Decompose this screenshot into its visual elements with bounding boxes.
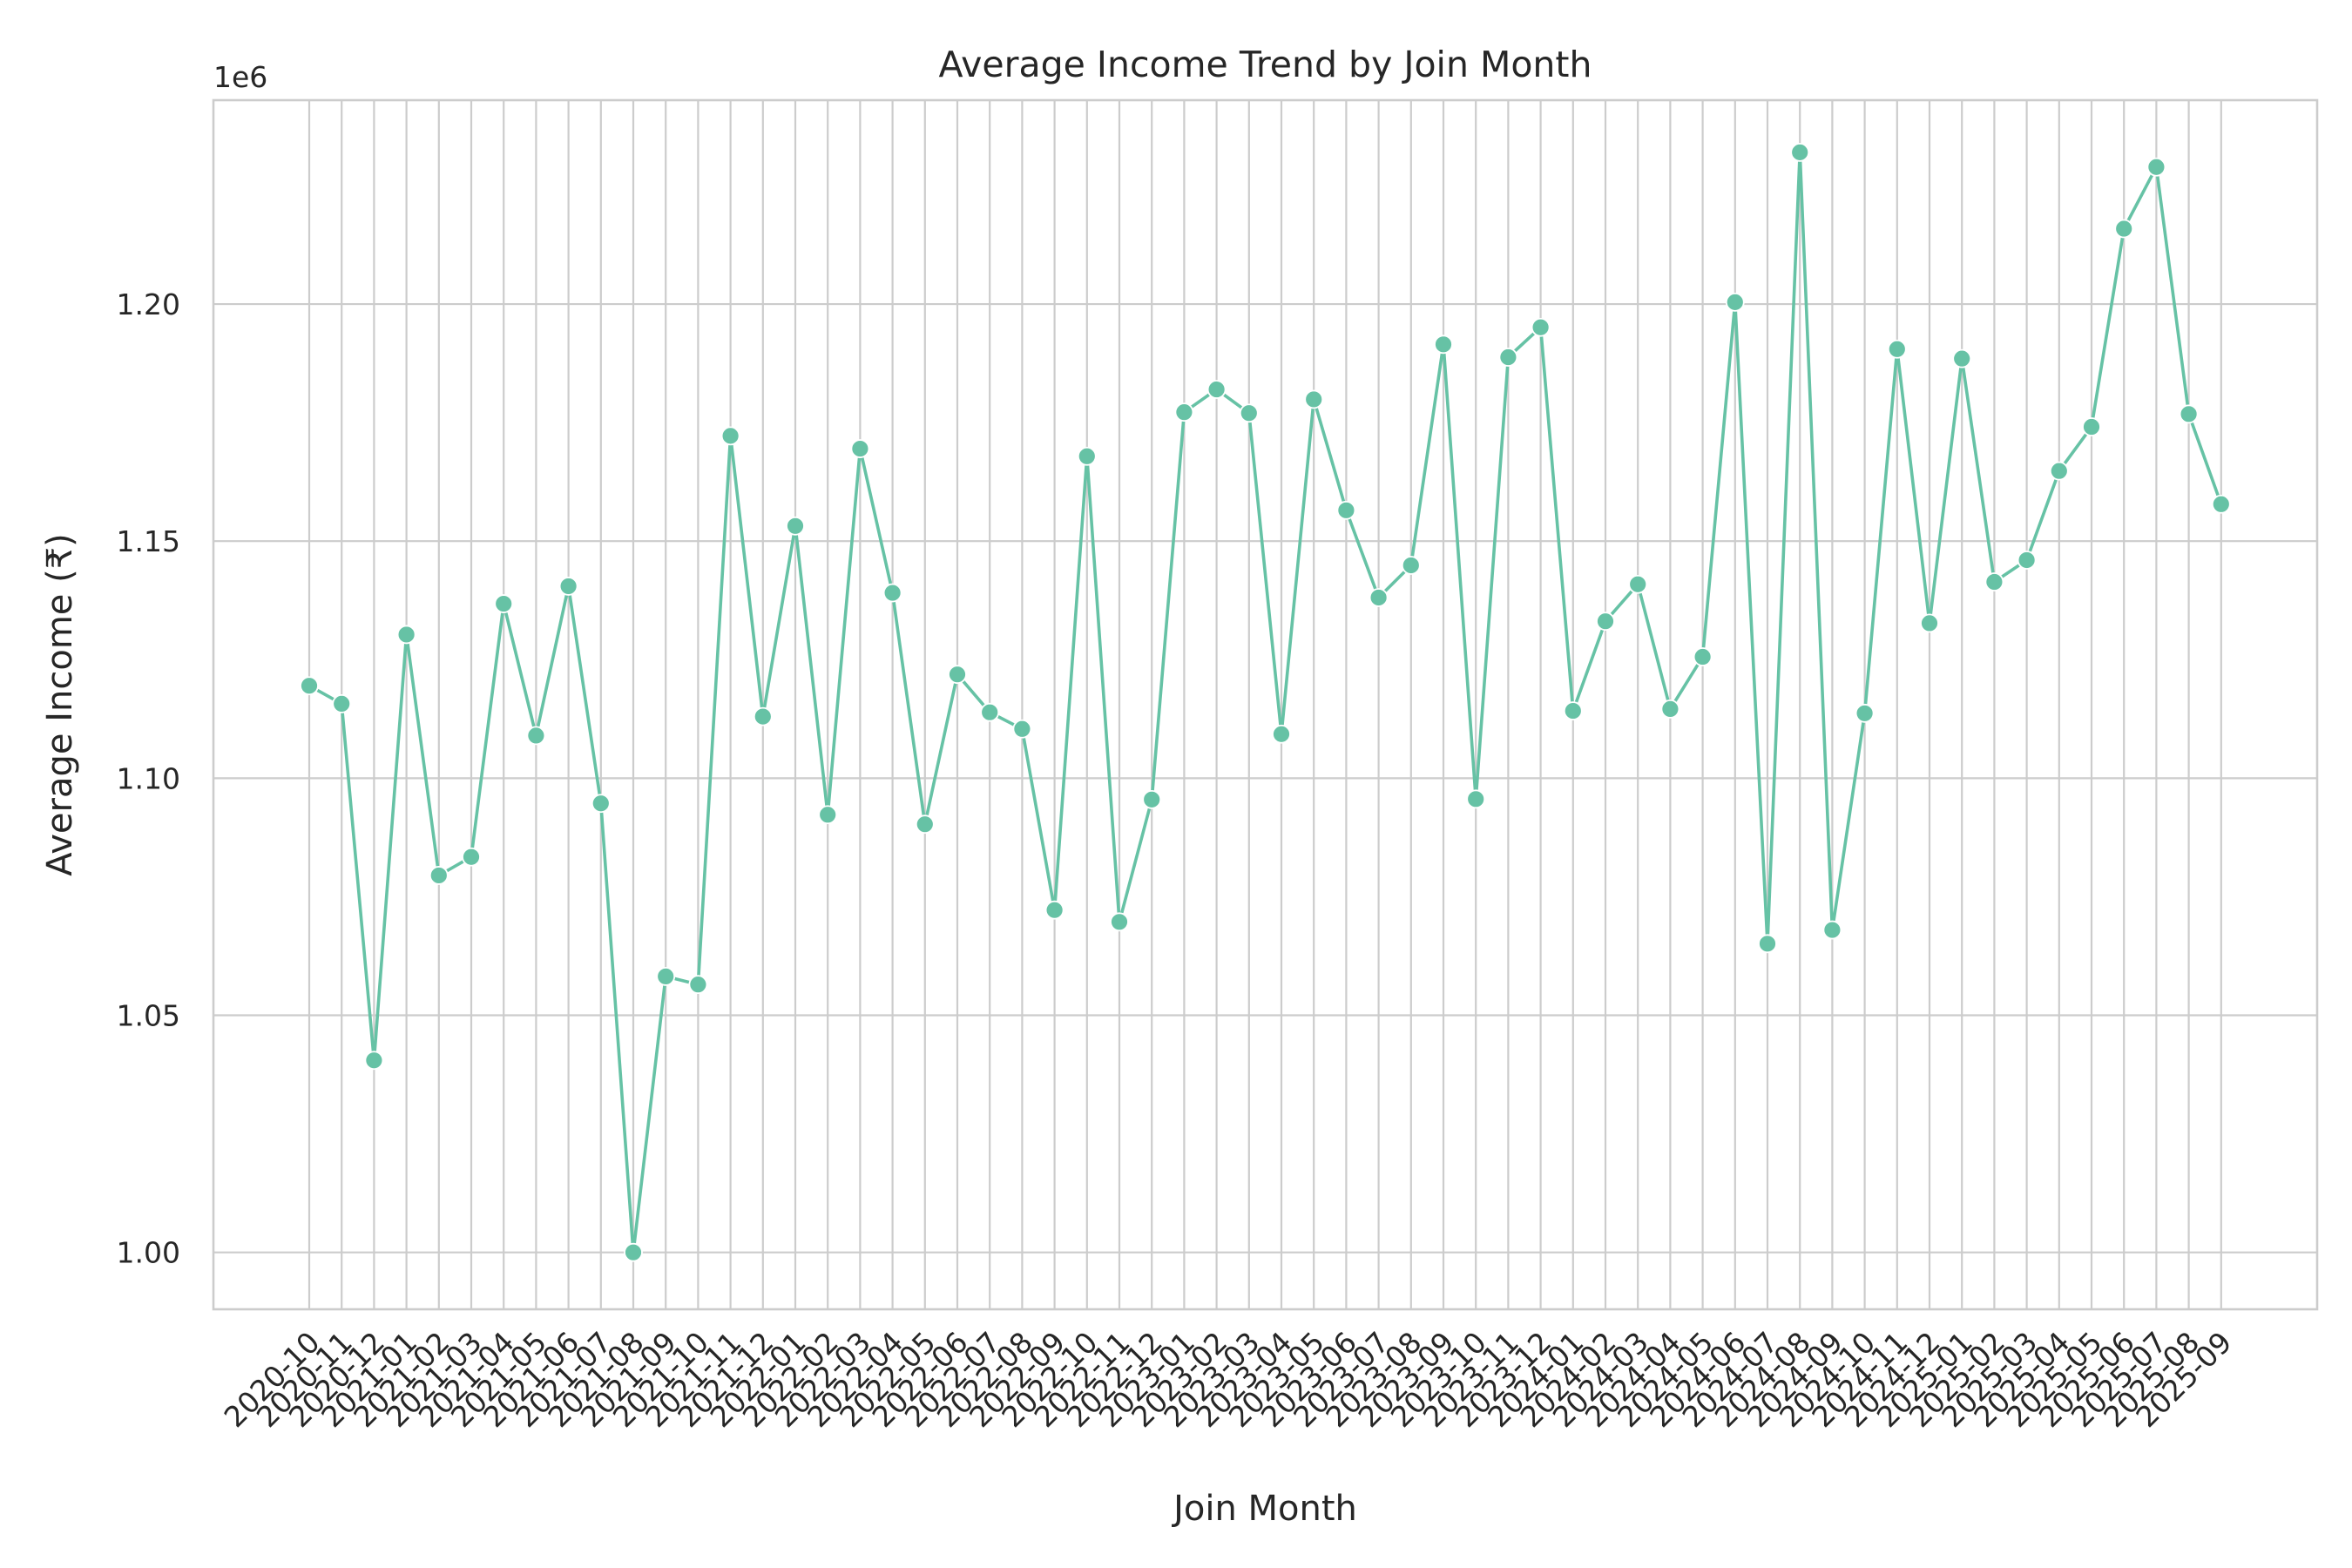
y-tick-label: 1.05 (117, 999, 180, 1033)
data-point (1239, 403, 1259, 423)
data-point (1272, 724, 1291, 744)
data-point (591, 794, 611, 814)
series-layer (300, 142, 2231, 1262)
data-point (915, 814, 935, 835)
data-point (656, 966, 676, 986)
data-point (1434, 335, 1453, 355)
data-point (850, 439, 870, 458)
data-point (1369, 588, 1389, 607)
data-point (2146, 157, 2166, 177)
data-point (2049, 461, 2069, 481)
data-point (1855, 703, 1875, 723)
data-point (2017, 551, 2037, 570)
data-point (1531, 317, 1551, 337)
data-point (1174, 402, 1194, 422)
y-axis-title: Average Income (₹) (40, 533, 80, 876)
data-point (688, 975, 708, 995)
y-tick-label: 1.10 (117, 761, 180, 795)
y-tick-label: 1.00 (117, 1236, 180, 1270)
data-point (2082, 417, 2101, 436)
data-point (1012, 719, 1032, 739)
series-line (308, 151, 2223, 1254)
chart-title: Average Income Trend by Join Month (939, 44, 1592, 85)
y-tick-labels: 1.00 1.05 1.10 1.15 1.20 (117, 287, 180, 1270)
data-point (1401, 556, 1421, 575)
data-point (1758, 934, 1777, 954)
data-point (1563, 701, 1583, 720)
x-axis-title: Join Month (1171, 1489, 1357, 1529)
data-point (1466, 789, 1486, 809)
data-point (980, 702, 1000, 722)
data-point (1628, 574, 1648, 594)
data-point (364, 1051, 384, 1071)
data-point (1336, 500, 1356, 520)
data-point (1596, 612, 1615, 632)
y-tick-label: 1.15 (117, 524, 180, 558)
data-point (396, 625, 416, 645)
y-axis-offset-label: 1e6 (213, 60, 267, 94)
data-point (1984, 572, 2004, 591)
data-point (2114, 219, 2134, 239)
data-point (494, 594, 514, 613)
data-point (429, 866, 449, 885)
x-tick-labels: 2020-102020-112020-122021-012021-022021-… (218, 1325, 2239, 1434)
data-point (948, 665, 967, 685)
data-point (332, 694, 352, 713)
data-point (753, 706, 773, 727)
data-point (1206, 380, 1227, 399)
data-point (1110, 912, 1129, 932)
grid-layer (213, 100, 2317, 1309)
data-point (1077, 446, 1097, 466)
data-point (624, 1242, 643, 1262)
data-point (720, 426, 740, 446)
data-point (462, 847, 481, 867)
data-point (1725, 292, 1745, 312)
data-point (1660, 699, 1680, 719)
plot-frame (212, 98, 2319, 1311)
data-point (2179, 404, 2199, 424)
data-point (1304, 389, 1324, 409)
data-point (300, 676, 319, 696)
y-tick-label: 1.20 (117, 287, 180, 321)
data-point (1693, 647, 1713, 666)
data-point (1044, 900, 1064, 920)
data-point (786, 516, 805, 536)
data-point (818, 805, 838, 825)
data-point (1142, 789, 1162, 809)
data-point (2211, 494, 2231, 514)
data-point (1952, 348, 1972, 368)
data-point (558, 577, 578, 596)
data-point (1790, 142, 1810, 162)
data-point (1920, 613, 1939, 633)
data-point (1498, 348, 1518, 367)
data-point (1822, 920, 1842, 940)
data-point (1887, 339, 1907, 359)
data-point (526, 726, 546, 746)
data-point (882, 583, 902, 603)
